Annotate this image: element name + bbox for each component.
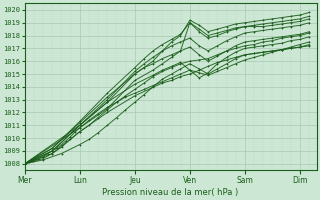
X-axis label: Pression niveau de la mer( hPa ): Pression niveau de la mer( hPa ) — [102, 188, 239, 197]
